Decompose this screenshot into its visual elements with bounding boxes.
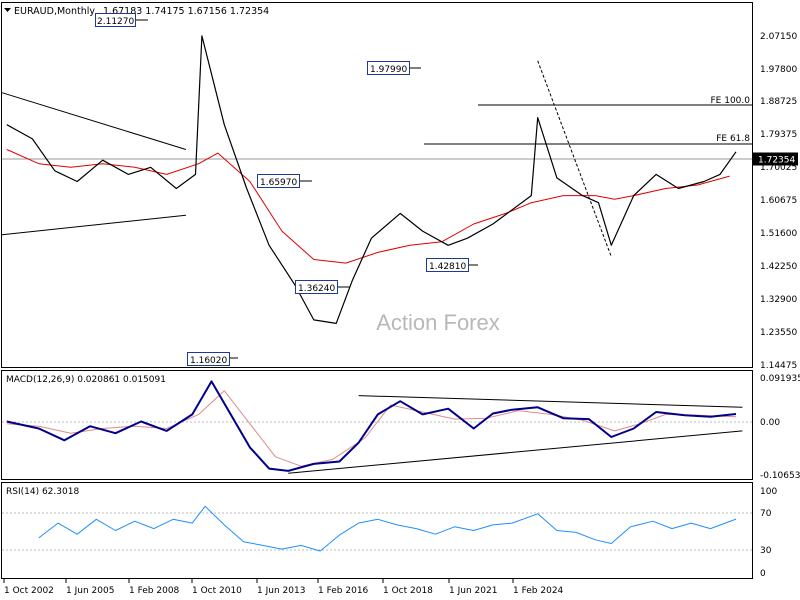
rsi-series [38, 505, 737, 552]
xaxis-label: 1 Jun 2005 [66, 586, 114, 596]
price-ytick: 1.23550 [760, 328, 797, 338]
callout-box [295, 280, 338, 294]
macd-line [6, 380, 737, 472]
price-ytick: 1.51600 [760, 229, 797, 239]
price-series [6, 35, 737, 324]
dropdown-triangle-icon[interactable] [4, 8, 11, 12]
macd-ytick: -0.106534 [760, 471, 800, 481]
callout-low-2015: 1.36240 [298, 284, 335, 294]
macd-title: MACD(12,26,9) 0.020861 0.015091 [6, 375, 166, 385]
rsi-panel [1, 482, 753, 579]
macd-trendline-0 [358, 395, 743, 408]
callout-high-2008: 2.11270 [97, 17, 134, 27]
current-price-marker [753, 152, 798, 166]
fe-61-8-label: FE 61.8 [716, 134, 750, 144]
price-ytick: 2.07150 [760, 32, 797, 42]
price-ytick: 1.32900 [760, 295, 797, 305]
callout-box [187, 352, 230, 366]
macd-trendlines [288, 395, 743, 474]
moving-average-line [6, 149, 730, 264]
current-price-label: 1.72354 [758, 156, 795, 166]
callout-low-2012: 1.16020 [190, 356, 227, 366]
xaxis-label: 1 Feb 2016 [318, 586, 369, 596]
xaxis-label: 1 Oct 2018 [383, 586, 433, 596]
callout-box [426, 258, 469, 272]
rsi-ytick: 0 [760, 569, 766, 579]
price-trendlines [1, 60, 612, 257]
rsi-line [38, 505, 737, 552]
callout-box [95, 13, 136, 27]
symbol-label: EURAUD,Monthly [14, 6, 95, 17]
moving-average [6, 149, 730, 264]
macd-signal-line [6, 390, 737, 467]
rsi-ytick: 30 [760, 546, 772, 556]
price-yaxis: 2.07150 1.97800 1.88725 1.79375 1.70025 … [760, 32, 797, 371]
macd-trendline-1 [288, 430, 743, 474]
price-ytick: 1.60675 [760, 196, 797, 206]
xaxis-label: 1 Oct 2002 [4, 586, 54, 596]
xaxis-label: 1 Feb 2024 [513, 586, 564, 596]
fe-100-label: FE 100.0 [711, 96, 751, 106]
price-trendline-0 [1, 92, 187, 150]
price-ytick: 1.79375 [760, 130, 797, 140]
xaxis: 1 Oct 2002 1 Jun 2005 1 Feb 2008 1 Oct 2… [3, 579, 564, 596]
price-ytick: 1.14475 [760, 361, 797, 371]
macd-ytick: 0.00 [760, 418, 780, 428]
callout-low-2020: 1.42810 [429, 262, 466, 272]
macd-panel [1, 370, 753, 480]
price-ytick: 1.70025 [760, 163, 797, 173]
callout-high-2014: 1.65970 [260, 178, 297, 188]
macd-series [6, 380, 737, 472]
macd-signal [6, 390, 737, 467]
watermark: Action Forex [376, 310, 500, 335]
callout-box [257, 174, 300, 188]
xaxis-label: 1 Oct 2010 [192, 586, 242, 596]
price-trendline-1 [1, 214, 186, 236]
price-callouts: 2.11270 1.97990 1.65970 1.36240 1.42810 … [95, 13, 478, 366]
rsi-title: RSI(14) 62.3018 [6, 487, 79, 497]
xaxis-label: 1 Jun 2013 [257, 586, 305, 596]
macd-ytick: 0.091935 [760, 374, 800, 384]
rsi-ytick: 100 [760, 487, 777, 497]
rsi-ytick: 70 [760, 509, 772, 519]
price-ytick: 1.88725 [760, 97, 797, 107]
price-ytick: 1.42250 [760, 262, 797, 272]
xaxis-label: 1 Jun 2021 [449, 586, 497, 596]
callout-box [367, 61, 410, 75]
price-line [6, 35, 737, 324]
callout-high-2018: 1.97990 [370, 65, 407, 75]
price-ytick: 1.97800 [760, 65, 797, 75]
xaxis-label: 1 Feb 2008 [129, 586, 180, 596]
ohlc-label: 1.67183 1.74175 1.67156 1.72354 [103, 6, 269, 17]
